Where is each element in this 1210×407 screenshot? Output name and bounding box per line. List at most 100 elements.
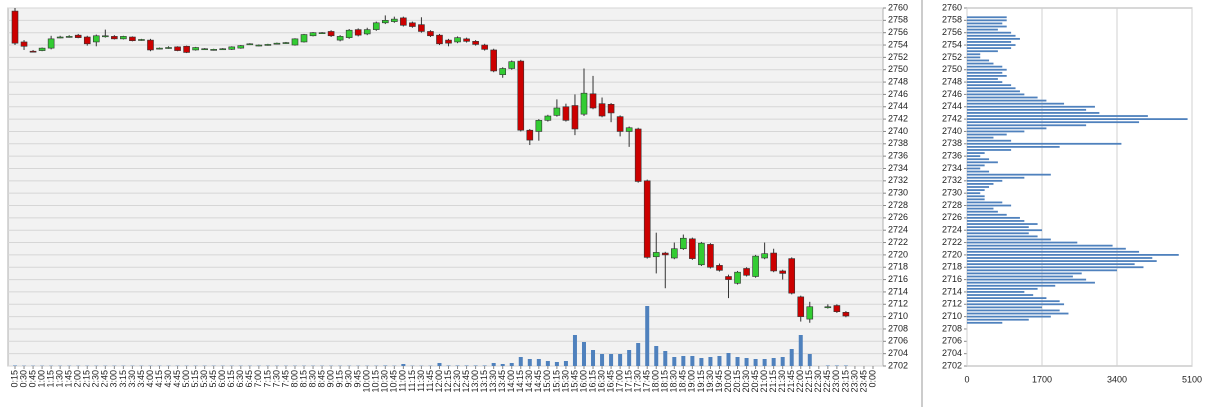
profile-bar [967, 93, 1025, 96]
candle-body [454, 37, 461, 43]
x-tick-label: 3:15 [118, 370, 128, 388]
profile-plot-area [966, 7, 1193, 367]
profile-bar [967, 312, 1069, 315]
x-tick-label: 21:45 [786, 370, 796, 393]
y-tick-label: 2712 [888, 299, 908, 309]
y-tick-label: 2720 [888, 249, 908, 259]
x-tick-label: 21:15 [768, 370, 778, 393]
profile-bar [967, 127, 1047, 130]
profile-bar [967, 68, 1007, 71]
x-tick-label: 1700 [1032, 374, 1052, 384]
y-tick-label: 2758 [888, 15, 908, 25]
x-tick-label: 18:00 [651, 370, 661, 393]
volume-bar [455, 365, 460, 366]
volume-bar [437, 363, 442, 366]
profile-bar [967, 173, 1051, 176]
x-tick-label: 12:30 [452, 370, 462, 393]
profile-bar [967, 266, 1144, 269]
y-tick-label: 2702 [942, 360, 962, 370]
y-tick-label: 2714 [888, 286, 908, 296]
profile-bar [967, 300, 1060, 303]
y-tick-label: 2720 [942, 249, 962, 259]
profile-bar [967, 318, 1029, 321]
candle-body [120, 36, 127, 40]
x-tick-label: 22:00 [795, 370, 805, 393]
profile-bar [967, 47, 1012, 50]
candle-body [779, 270, 786, 274]
volume-bar [834, 365, 839, 366]
volume-bar [527, 359, 532, 366]
profile-bar [967, 22, 1003, 25]
x-tick-label: 15:45 [569, 370, 579, 393]
candle-body [83, 36, 91, 45]
x-tick-label: 1:45 [64, 370, 74, 388]
candle-body [255, 44, 263, 47]
x-tick-label: 20:15 [732, 370, 742, 393]
volume-bar [401, 364, 406, 366]
candle-body [661, 252, 669, 256]
profile-bar [967, 50, 998, 53]
profile-bar [967, 226, 1029, 229]
candle-body [336, 36, 344, 41]
y-tick-label: 2722 [888, 237, 908, 247]
profile-bar [967, 170, 990, 173]
profile-bar [967, 37, 1020, 40]
x-tick-label: 4:30 [163, 370, 173, 388]
volume-bar [581, 342, 586, 366]
candle-body [725, 276, 732, 280]
profile-bar [967, 155, 981, 158]
candle-body [354, 29, 362, 36]
y-tick-label: 2752 [888, 52, 908, 62]
profile-bar [967, 309, 1060, 312]
profile-bar [967, 87, 1016, 90]
profile-bar [967, 118, 1188, 121]
x-tick-label: 3400 [1107, 374, 1127, 384]
volume-bar [536, 359, 541, 366]
y-tick-label: 2752 [942, 52, 962, 62]
y-tick-label: 2738 [942, 138, 962, 148]
candle-body [580, 92, 588, 115]
profile-bar [967, 192, 981, 195]
x-tick-label: 14:00 [506, 370, 516, 393]
y-tick-label: 2742 [888, 113, 908, 123]
profile-bar [967, 287, 1038, 290]
x-tick-label: 20:30 [741, 370, 751, 393]
profile-bar [967, 257, 1153, 259]
profile-bar [967, 294, 1034, 296]
x-tick-label: 5:30 [199, 370, 209, 388]
y-tick-label: 2734 [942, 163, 962, 173]
volume-bar [663, 351, 668, 366]
profile-bar [967, 152, 985, 154]
candle-body [634, 128, 642, 182]
y-tick-label: 2726 [942, 212, 962, 222]
x-tick-label: 10:45 [389, 370, 399, 393]
candle-body [472, 41, 479, 45]
profile-bar [967, 213, 1007, 216]
x-tick-label: 15:00 [542, 370, 552, 393]
profile-bar [967, 62, 994, 65]
x-tick-label: 1:15 [46, 370, 56, 388]
x-tick-label: 16:30 [596, 370, 606, 393]
candle-body [409, 22, 416, 27]
candle-body [400, 17, 407, 26]
profile-bar [967, 41, 1012, 43]
x-tick-label: 6:00 [217, 370, 227, 388]
profile-bar [967, 164, 985, 167]
profile-bar [967, 142, 1122, 145]
candle-body [752, 255, 759, 277]
profile-bar [967, 229, 1042, 232]
y-tick-label: 2754 [888, 39, 908, 49]
candle-body [381, 20, 389, 24]
candle-body [372, 22, 380, 30]
x-tick-label: 19:30 [705, 370, 715, 393]
y-tick-label: 2724 [888, 225, 908, 235]
x-tick-label: 22:30 [813, 370, 823, 393]
x-tick-label: 10:30 [380, 370, 390, 393]
x-tick-label: 1:00 [36, 370, 46, 388]
x-tick-label: 19:00 [687, 370, 697, 393]
candle-body [147, 39, 154, 51]
volume-bar [618, 354, 623, 366]
x-tick-label: 19:45 [714, 370, 724, 393]
x-tick-label: 2:45 [100, 370, 110, 388]
candle-body [228, 46, 236, 50]
